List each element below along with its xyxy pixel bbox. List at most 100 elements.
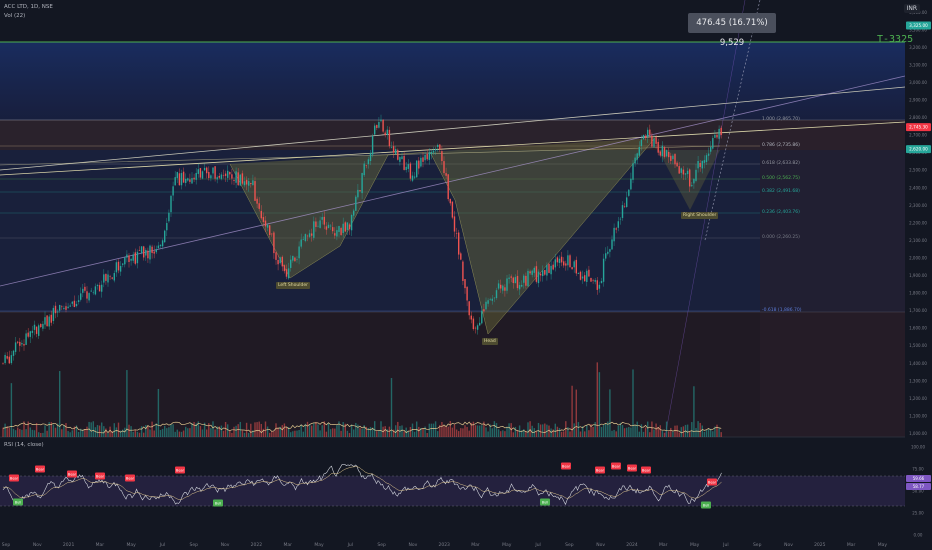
volume-bar: [392, 429, 395, 437]
candle: [460, 251, 462, 261]
volume-bar: [178, 431, 181, 437]
candle: [575, 256, 577, 277]
svg-text:Bear: Bear: [68, 473, 77, 477]
volume-bar: [25, 429, 27, 437]
price-axis[interactable]: 3,400.003,300.003,200.003,100.003,000.00…: [906, 10, 931, 436]
candle: [308, 229, 311, 239]
volume-bar: [500, 431, 502, 437]
volume-bar: [468, 430, 470, 437]
volume-bar: [329, 429, 332, 437]
candle: [277, 254, 279, 271]
candle: [329, 224, 332, 230]
candle: [193, 173, 195, 183]
volume-bar: [336, 425, 338, 437]
candle: [134, 248, 136, 266]
candle: [71, 301, 73, 307]
volume-bar: [546, 424, 548, 437]
time-tick-label: Mar: [847, 542, 856, 548]
time-tick-label: Jul: [722, 542, 728, 548]
volume-bar: [432, 423, 435, 437]
volume-bar: [476, 425, 479, 437]
candle: [245, 176, 248, 191]
candle: [40, 323, 42, 329]
symbol-legend[interactable]: ACC LTD, 1D, NSE: [4, 3, 53, 12]
time-tick-label: May: [502, 542, 512, 548]
volume-bar: [334, 428, 336, 437]
candle: [298, 241, 300, 265]
volume-bar: [27, 421, 29, 437]
rsi-tag: Bear: [707, 478, 717, 486]
candle: [65, 302, 67, 313]
price-tick-label: 3,000.00: [909, 80, 927, 85]
target-label: T-3325: [877, 34, 914, 45]
candle: [44, 311, 46, 330]
volume-bar: [649, 432, 651, 437]
candle: [75, 300, 78, 308]
volume-bar: [233, 426, 235, 437]
candle: [52, 305, 55, 325]
volume-bar: [77, 431, 80, 437]
volume-bar: [611, 430, 613, 437]
volume-bar: [691, 422, 693, 437]
volume-bar: [367, 428, 370, 437]
candle: [128, 252, 130, 268]
candle: [107, 270, 109, 287]
volume-bar: [279, 426, 281, 437]
volume-bar: [397, 421, 399, 437]
volume-bar: [149, 429, 151, 437]
volume-bar: [588, 430, 590, 437]
currency-button[interactable]: INR: [903, 4, 920, 13]
volume-bar: [35, 423, 38, 437]
volume-bars: [2, 362, 722, 437]
volume-bar: [248, 432, 250, 437]
rsi-line: [2, 464, 722, 506]
rsi-legend[interactable]: RSI (14, close): [4, 441, 44, 450]
candle: [455, 227, 458, 239]
candle: [197, 163, 199, 178]
volume-bar: [4, 423, 6, 437]
volume-bar: [374, 421, 376, 437]
candle: [483, 303, 485, 314]
volume-bar: [90, 422, 92, 437]
candle: [596, 277, 598, 295]
candle: [161, 238, 164, 250]
candle: [216, 175, 218, 184]
volume-bar: [88, 421, 90, 437]
candle: [644, 133, 647, 141]
rsi-tag: Bull: [540, 498, 550, 506]
volume-bar: [283, 423, 286, 437]
price-tick-label: 2,800.00: [909, 115, 927, 120]
volume-bar: [193, 421, 195, 437]
volume-bar: [558, 427, 561, 437]
time-axis[interactable]: Sep Nov 2021 Mar May Jul Sep Nov 2022 Mar May Jul Se…: [2, 542, 888, 548]
rsi-axis[interactable]: 100.00 75.00 50.00 25.00 0.00 59.66 58.77: [906, 445, 931, 538]
volume-bar: [143, 432, 145, 437]
candle: [321, 213, 323, 225]
volume-bar: [516, 430, 519, 437]
volume-bar: [659, 425, 661, 437]
volume-bar: [413, 431, 416, 437]
volume-bar: [718, 427, 720, 437]
volume-bar: [439, 424, 441, 437]
svg-text:Bear: Bear: [10, 477, 19, 481]
price-tick-label: 3,300.00: [909, 27, 927, 32]
candle: [502, 284, 504, 294]
candle: [403, 151, 405, 171]
candle: [535, 261, 538, 284]
volume-bar: [275, 423, 277, 437]
volume-legend[interactable]: Vol (22): [4, 12, 25, 21]
volume-bar: [569, 431, 571, 437]
candle: [550, 259, 552, 280]
volume-bar: [598, 372, 601, 437]
candle: [401, 151, 403, 160]
candle: [411, 171, 414, 183]
candle: [189, 173, 191, 185]
candle: [527, 268, 529, 287]
volume-bar: [210, 428, 212, 437]
candle: [506, 274, 508, 294]
candle: [525, 272, 527, 289]
volume-bar: [189, 428, 191, 437]
volume-bar: [407, 431, 409, 437]
price-tick-label: 3,100.00: [909, 62, 927, 67]
